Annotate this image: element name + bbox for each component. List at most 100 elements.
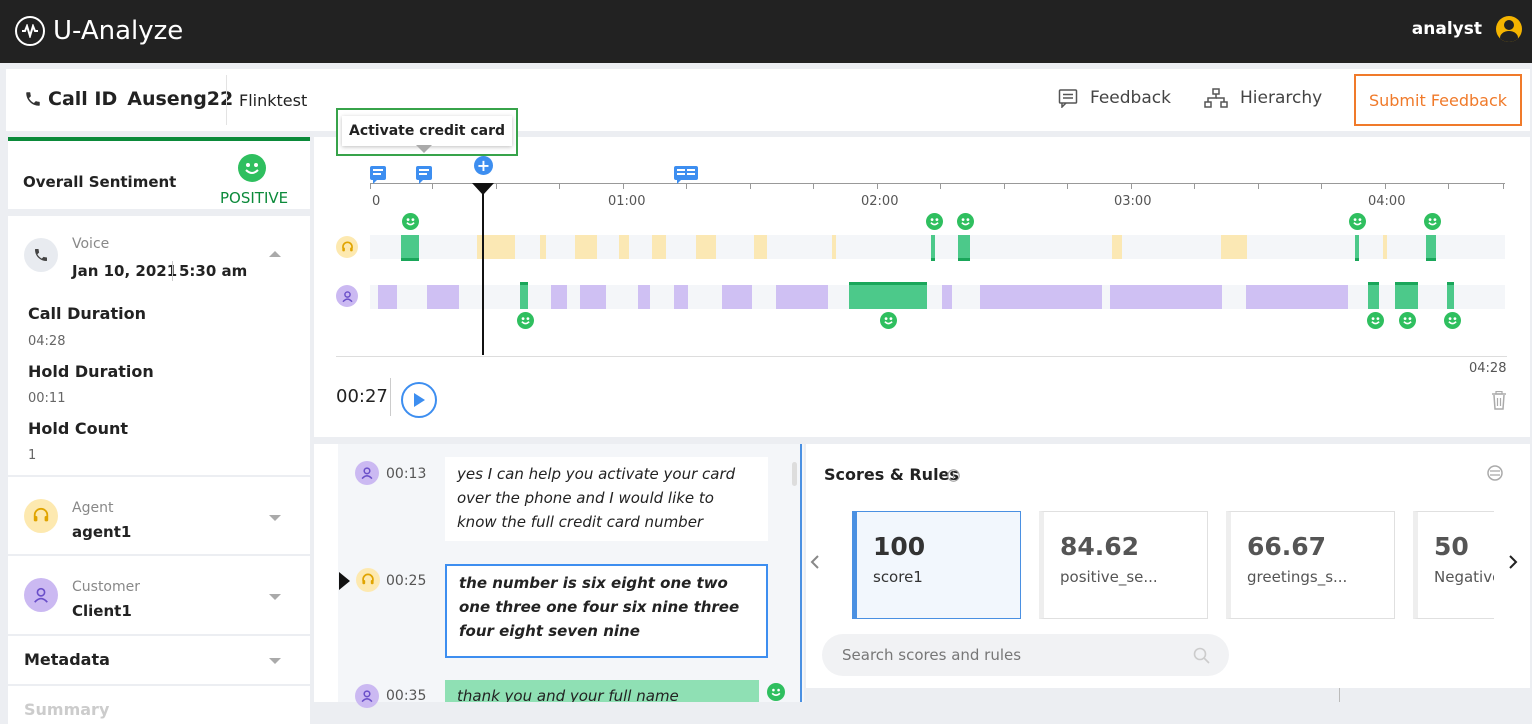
scores-search-input[interactable]: Search scores and rules [822,634,1229,676]
search-icon[interactable] [1193,647,1210,664]
customer-speech-segment[interactable] [580,285,606,309]
trash-icon[interactable] [1491,391,1507,410]
timeline-baseline [336,356,1507,357]
info-icon[interactable] [947,469,960,482]
customer-speech-segment[interactable] [980,285,1102,309]
add-comment-icon[interactable]: + [474,156,493,175]
transcript-scrollbar[interactable] [792,462,797,486]
agent-speech-segment[interactable] [832,235,836,259]
app-logo[interactable]: U-Analyze [15,14,183,48]
smiley-icon [926,213,943,230]
customer-positive-segment[interactable] [520,282,528,309]
phone-channel-icon [24,238,58,272]
customer-speech-segment[interactable] [427,285,459,309]
customer-positive-segment[interactable] [849,282,927,309]
comment-marker-icon[interactable] [416,166,432,184]
summary-card[interactable]: Summary [8,686,310,724]
agent-positive-segment[interactable] [401,235,419,261]
customer-speech-segment[interactable] [551,285,567,309]
agent-speech-segment[interactable] [1383,235,1387,259]
panel-divider[interactable] [800,444,802,702]
axis-tick [1194,183,1195,189]
hierarchy-button[interactable]: Hierarchy [1204,88,1322,108]
call-details-card: Voice Jan 10, 2021 5:30 am Call Duration… [8,216,310,475]
agent-speech-segment[interactable] [619,235,629,259]
user-menu[interactable]: analyst [1412,16,1522,42]
customer-positive-segment[interactable] [1368,282,1379,309]
agent-speech-segment[interactable] [696,235,716,259]
customer-speech-segment[interactable] [1246,285,1348,309]
expand-chevron-icon[interactable] [269,515,281,521]
customer-avatar-icon [355,461,379,485]
metadata-card[interactable]: Metadata [8,636,310,684]
customer-speech-segment[interactable] [378,285,397,309]
customer-positive-segment[interactable] [1447,282,1454,309]
smiley-icon [880,312,897,329]
score-card[interactable]: 84.62 positive_se... [1039,511,1208,619]
axis-tick-label: 03:00 [1114,194,1152,209]
headset-icon [356,568,380,592]
transcript-message-positive[interactable]: thank you and your full name [445,680,759,702]
chevron-right-icon[interactable] [1508,555,1518,569]
agent-speech-segment[interactable] [1112,235,1122,259]
project-name: Flinktest [239,91,308,110]
score-card[interactable]: 66.67 greetings_s... [1226,511,1395,619]
playhead-handle[interactable] [472,183,494,195]
smiley-icon [402,213,419,230]
agent-speech-segment[interactable] [1221,235,1247,259]
submit-feedback-button[interactable]: Submit Feedback [1354,74,1522,126]
agent-name: agent1 [72,523,132,541]
transcript-message[interactable]: yes I can help you activate your card ov… [445,457,768,541]
score-value: 84.62 [1060,532,1140,561]
message-time: 00:13 [386,466,427,482]
customer-speech-segment[interactable] [1110,285,1222,309]
timeline-tooltip: Activate credit card [342,116,512,146]
customer-positive-segment[interactable] [1395,282,1418,309]
agent-positive-segment[interactable] [931,235,935,261]
expand-chevron-icon[interactable] [269,658,281,664]
customer-speech-segment[interactable] [674,285,688,309]
phone-icon [26,92,40,106]
message-time: 00:35 [386,688,427,704]
agent-speech-segment[interactable] [652,235,666,259]
scores-table-header [806,688,1530,702]
score-name: Negative [1434,568,1494,586]
chevron-left-icon[interactable] [810,555,820,569]
agent-speech-segment[interactable] [575,235,597,259]
play-button[interactable] [401,382,437,418]
playhead[interactable] [482,183,484,355]
agent-speech-segment[interactable] [540,235,546,259]
customer-card[interactable]: Customer Client1 [8,556,310,634]
call-duration-label: Call Duration [28,304,146,323]
feedback-button[interactable]: Feedback [1058,88,1171,108]
collapse-chevron-icon[interactable] [269,251,281,257]
comment-marker-icon[interactable] [370,166,386,184]
agent-card[interactable]: Agent agent1 [8,477,310,554]
call-duration-value: 04:28 [28,334,66,349]
user-avatar-icon[interactable] [1496,16,1522,42]
customer-label: Customer [72,579,141,595]
axis-tick [1067,183,1068,189]
axis-tick [1385,183,1386,189]
score-name: score1 [873,568,923,586]
score-card[interactable]: 50 Negative [1413,511,1494,619]
expand-chevron-icon[interactable] [269,594,281,600]
customer-speech-segment[interactable] [722,285,752,309]
filter-settings-icon[interactable] [1486,464,1504,482]
customer-speech-segment[interactable] [776,285,828,309]
transcript-message-active[interactable]: the number is six eight one two one thre… [445,564,768,658]
date-time-divider [172,261,173,281]
smiley-icon [1424,213,1441,230]
agent-speech-segment[interactable] [754,235,767,259]
comment-marker-icon[interactable] [674,166,698,184]
score-name: greetings_s... [1247,568,1348,586]
score-card[interactable]: 100 score1 [852,511,1021,619]
axis-tick [877,183,878,189]
hierarchy-label: Hierarchy [1240,88,1323,108]
agent-positive-segment[interactable] [958,235,970,261]
agent-positive-segment[interactable] [1355,235,1359,261]
customer-speech-segment[interactable] [638,285,650,309]
customer-speech-segment[interactable] [942,285,952,309]
agent-positive-segment[interactable] [1426,235,1436,261]
axis-tick [940,183,941,189]
